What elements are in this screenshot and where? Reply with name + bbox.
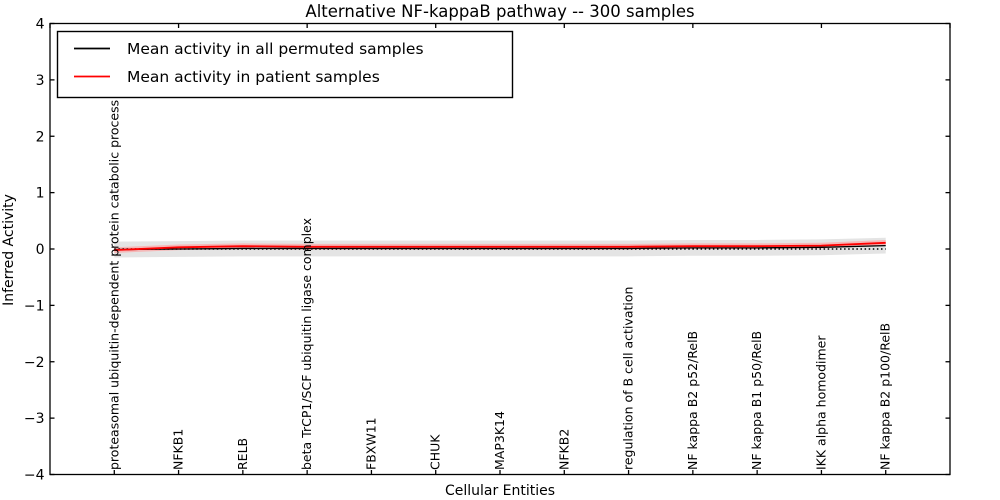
x-tick-label: regulation of B cell activation <box>621 287 636 470</box>
x-tick-label: CHUK <box>428 434 443 470</box>
y-tick-label: −2 <box>24 355 45 371</box>
y-tick-label: 4 <box>36 17 45 33</box>
x-axis-label: Cellular Entities <box>445 483 555 499</box>
x-tick-label: NFKB2 <box>556 429 571 470</box>
plot-area: proteasomal ubiquitin-dependent protein … <box>24 17 951 484</box>
chart-title: Alternative NF-kappaB pathway -- 300 sam… <box>305 2 694 21</box>
x-tick-label: RELB <box>235 438 250 470</box>
y-tick-label: 0 <box>36 242 45 258</box>
y-tick-label: −1 <box>24 298 45 314</box>
y-tick-label: 3 <box>36 73 45 89</box>
x-tick-label: NF kappa B2 p100/RelB <box>878 323 893 470</box>
y-axis-label: Inferred Activity <box>1 194 17 306</box>
y-tick-label: 1 <box>36 186 45 202</box>
y-tick-label: −3 <box>24 411 45 427</box>
x-tick-label: MAP3K14 <box>492 411 507 470</box>
legend: Mean activity in all permuted samples Me… <box>56 30 514 99</box>
y-tick-label: 2 <box>36 129 45 145</box>
legend-box <box>56 30 514 99</box>
x-tick-label: NF kappa B1 p50/RelB <box>749 331 764 470</box>
x-tick-label: IKK alpha homodimer <box>813 335 828 470</box>
x-tick-label: NFKB1 <box>171 429 186 470</box>
legend-label-permuted-samples: Mean activity in all permuted samples <box>127 40 424 58</box>
series-line-0 <box>114 244 886 251</box>
legend-label-patient-samples: Mean activity in patient samples <box>127 68 380 86</box>
x-tick-label: proteasomal ubiquitin-dependent protein … <box>106 100 121 470</box>
x-tick-label: NF kappa B2 p52/RelB <box>685 331 700 470</box>
x-tick-label: FBXW11 <box>363 417 378 470</box>
y-tick-label: −4 <box>24 468 45 484</box>
series-line-1 <box>114 241 886 252</box>
x-tick-label: beta TrCP1/SCF ubiquitin ligase complex <box>299 218 314 470</box>
